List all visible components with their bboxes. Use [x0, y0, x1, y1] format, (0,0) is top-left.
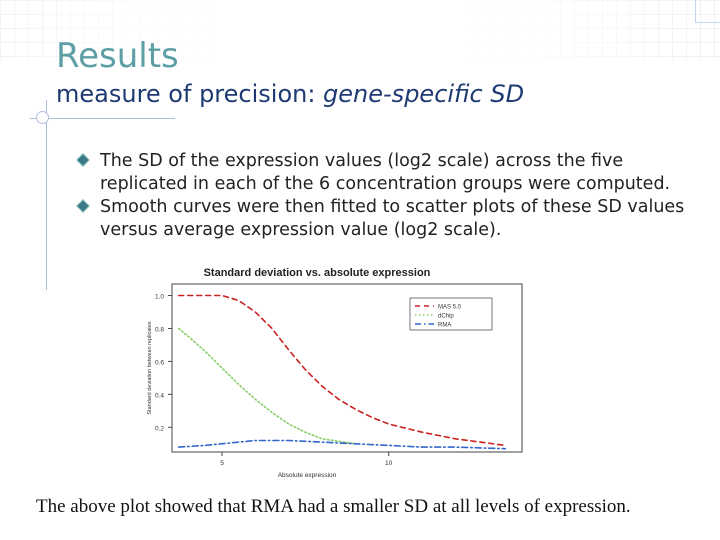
series-line — [177, 327, 357, 445]
crosshair-decoration — [36, 111, 49, 124]
diamond-bullet-icon — [77, 200, 89, 212]
horizontal-rule — [30, 118, 175, 119]
legend-label: RMA — [438, 323, 451, 329]
chart-title: Standard deviation vs. absolute expressi… — [204, 267, 431, 279]
bullet-item: Smooth curves were then fitted to scatte… — [77, 196, 708, 242]
plot-frame — [171, 283, 523, 453]
x-tick-label: 10 — [385, 460, 393, 467]
header-grid-decoration — [0, 0, 720, 60]
corner-box-decoration — [695, 0, 720, 23]
x-axis-label: Absolute expression — [278, 472, 337, 479]
slide-caption: The above plot showed that RMA had a sma… — [36, 496, 631, 517]
legend-label: dChip — [438, 314, 454, 320]
y-axis-label: Standard deviation between replicates — [147, 321, 153, 415]
legend-box — [409, 297, 493, 331]
subtitle-emphasis: gene-specific SD — [323, 80, 525, 108]
bullet-item: The SD of the expression values (log2 sc… — [77, 150, 708, 196]
vertical-rule — [46, 100, 47, 290]
subtitle-prefix: measure of precision: — [56, 80, 324, 108]
slide-title: Results — [56, 36, 179, 76]
chart-svg: Standard deviation vs. absolute expressi… — [147, 267, 523, 479]
y-tick-label: 0.6 — [155, 359, 164, 366]
series-line — [177, 294, 507, 447]
bullet-text: The SD of the expression values (log2 sc… — [100, 151, 671, 194]
slide-subtitle: measure of precision: gene-specific SD — [56, 80, 524, 108]
legend-label: MAS 5.0 — [438, 305, 462, 311]
bullet-list: The SD of the expression values (log2 sc… — [77, 150, 708, 242]
y-tick-label: 0.4 — [155, 392, 164, 399]
bullet-text: Smooth curves were then fitted to scatte… — [100, 197, 685, 240]
y-tick-label: 0.2 — [155, 425, 164, 432]
sd-chart: Standard deviation vs. absolute expressi… — [140, 262, 530, 482]
x-tick-label: 5 — [220, 460, 224, 467]
y-tick-label: 1.0 — [155, 294, 164, 301]
diamond-bullet-icon — [77, 154, 89, 166]
series-line — [177, 439, 507, 450]
y-tick-label: 0.8 — [155, 326, 164, 333]
